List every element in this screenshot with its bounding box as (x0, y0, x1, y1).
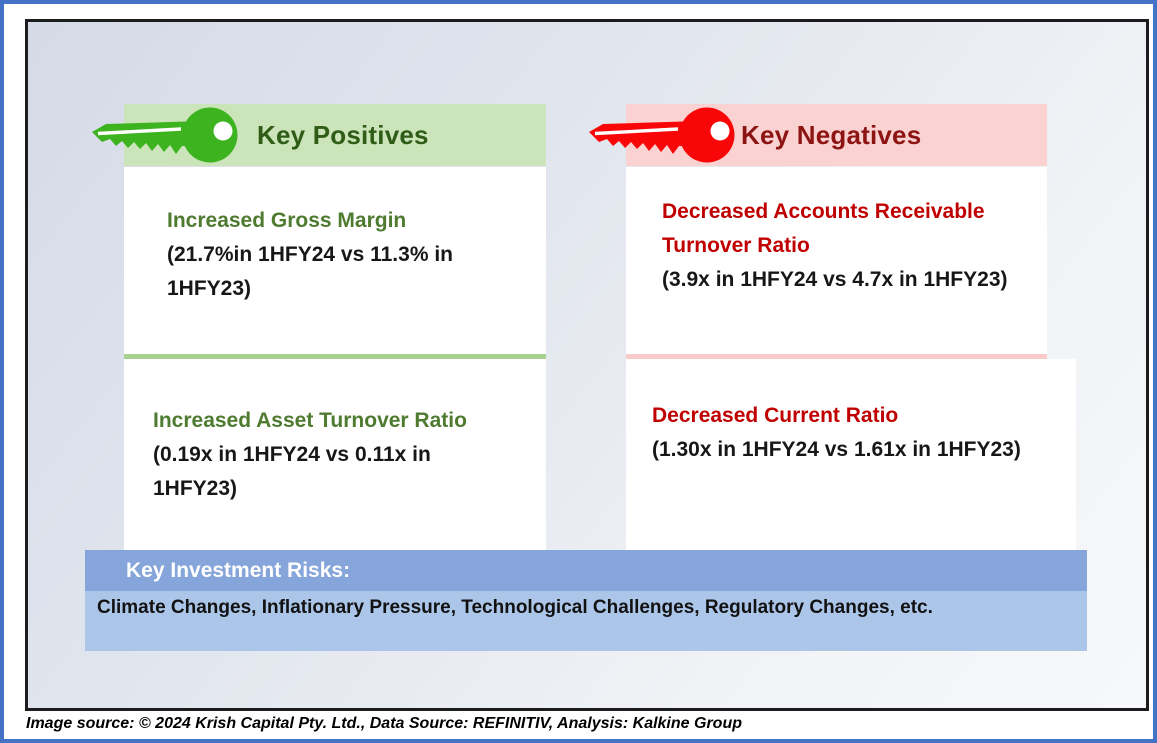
negative-item-card-2: Decreased Current Ratio (1.30x in 1HFY24… (626, 359, 1076, 550)
positives-divider (124, 354, 546, 359)
positive-item-card-2: Increased Asset Turnover Ratio (0.19x in… (124, 359, 546, 550)
positives-key-icon (92, 107, 238, 163)
investment-risks-title: Key Investment Risks: (85, 550, 1087, 591)
negatives-header-title: Key Negatives (741, 119, 922, 150)
negatives-divider (626, 354, 1047, 359)
negatives-key-icon (589, 107, 735, 163)
investment-risks-banner: Key Investment Risks: Climate Changes, I… (85, 550, 1087, 651)
image-source-note: Image source: © 2024 Krish Capital Pty. … (26, 715, 742, 732)
positives-header-title: Key Positives (257, 119, 429, 150)
negative-item-card-1: Decreased Accounts Receivable Turnover R… (626, 167, 1047, 354)
negative-item-title: Decreased Accounts Receivable Turnover R… (662, 200, 985, 257)
positive-item-card-1: Increased Gross Margin (21.7%in 1HFY24 v… (124, 167, 546, 354)
positive-item-detail: (0.19x in 1HFY24 vs 0.11x in 1HFY23) (153, 443, 431, 500)
positive-item-title: Increased Gross Margin (167, 209, 407, 232)
negative-item-title: Decreased Current Ratio (652, 404, 899, 427)
negative-item-detail: (1.30x in 1HFY24 vs 1.61x in 1HFY23) (652, 438, 1021, 461)
investment-risks-text: Climate Changes, Inflationary Pressure, … (85, 591, 1087, 651)
negative-item-detail: (3.9x in 1HFY24 vs 4.7x in 1HFY23) (662, 268, 1008, 291)
positive-item-detail: (21.7%in 1HFY24 vs 11.3% in 1HFY23) (167, 243, 453, 300)
positive-item-title: Increased Asset Turnover Ratio (153, 409, 467, 432)
